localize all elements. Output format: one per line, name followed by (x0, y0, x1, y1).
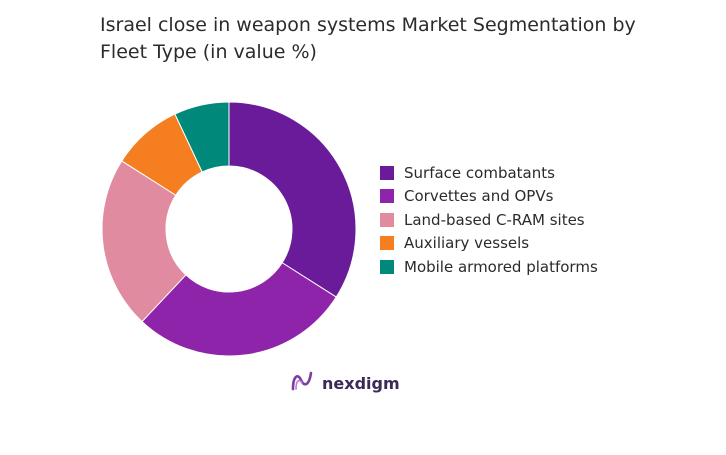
legend-swatch (380, 165, 394, 180)
legend-item-corvettes-opvs: Corvettes and OPVs (380, 185, 598, 209)
legend-item-land-cram: Land-based C-RAM sites (380, 208, 598, 232)
legend-label: Surface combatants (404, 163, 555, 182)
legend-item-mobile-armored: Mobile armored platforms (380, 255, 598, 279)
chart-legend: Surface combatants Corvettes and OPVs La… (380, 161, 598, 279)
legend-swatch (380, 259, 394, 274)
slice-land-cram (101, 160, 187, 323)
legend-item-surface-combatants: Surface combatants (380, 161, 598, 185)
brand-logo: nexdigm (290, 370, 400, 396)
legend-swatch (380, 236, 394, 251)
chart-title: Israel close in weapon systems Market Se… (100, 14, 636, 63)
legend-item-auxiliary: Auxiliary vessels (380, 232, 598, 256)
slice-mobile-armored (174, 101, 230, 173)
legend-label: Corvettes and OPVs (404, 187, 554, 206)
slice-surface-combatants (228, 101, 357, 298)
slice-corvettes-opvs (141, 262, 337, 357)
legend-label: Mobile armored platforms (404, 257, 598, 276)
legend-swatch (380, 212, 394, 227)
legend-label: Land-based C-RAM sites (404, 210, 585, 229)
legend-label: Auxiliary vessels (404, 234, 530, 253)
nexdigm-logo-icon (290, 370, 316, 396)
brand-name: nexdigm (322, 373, 400, 393)
legend-swatch (380, 189, 394, 204)
